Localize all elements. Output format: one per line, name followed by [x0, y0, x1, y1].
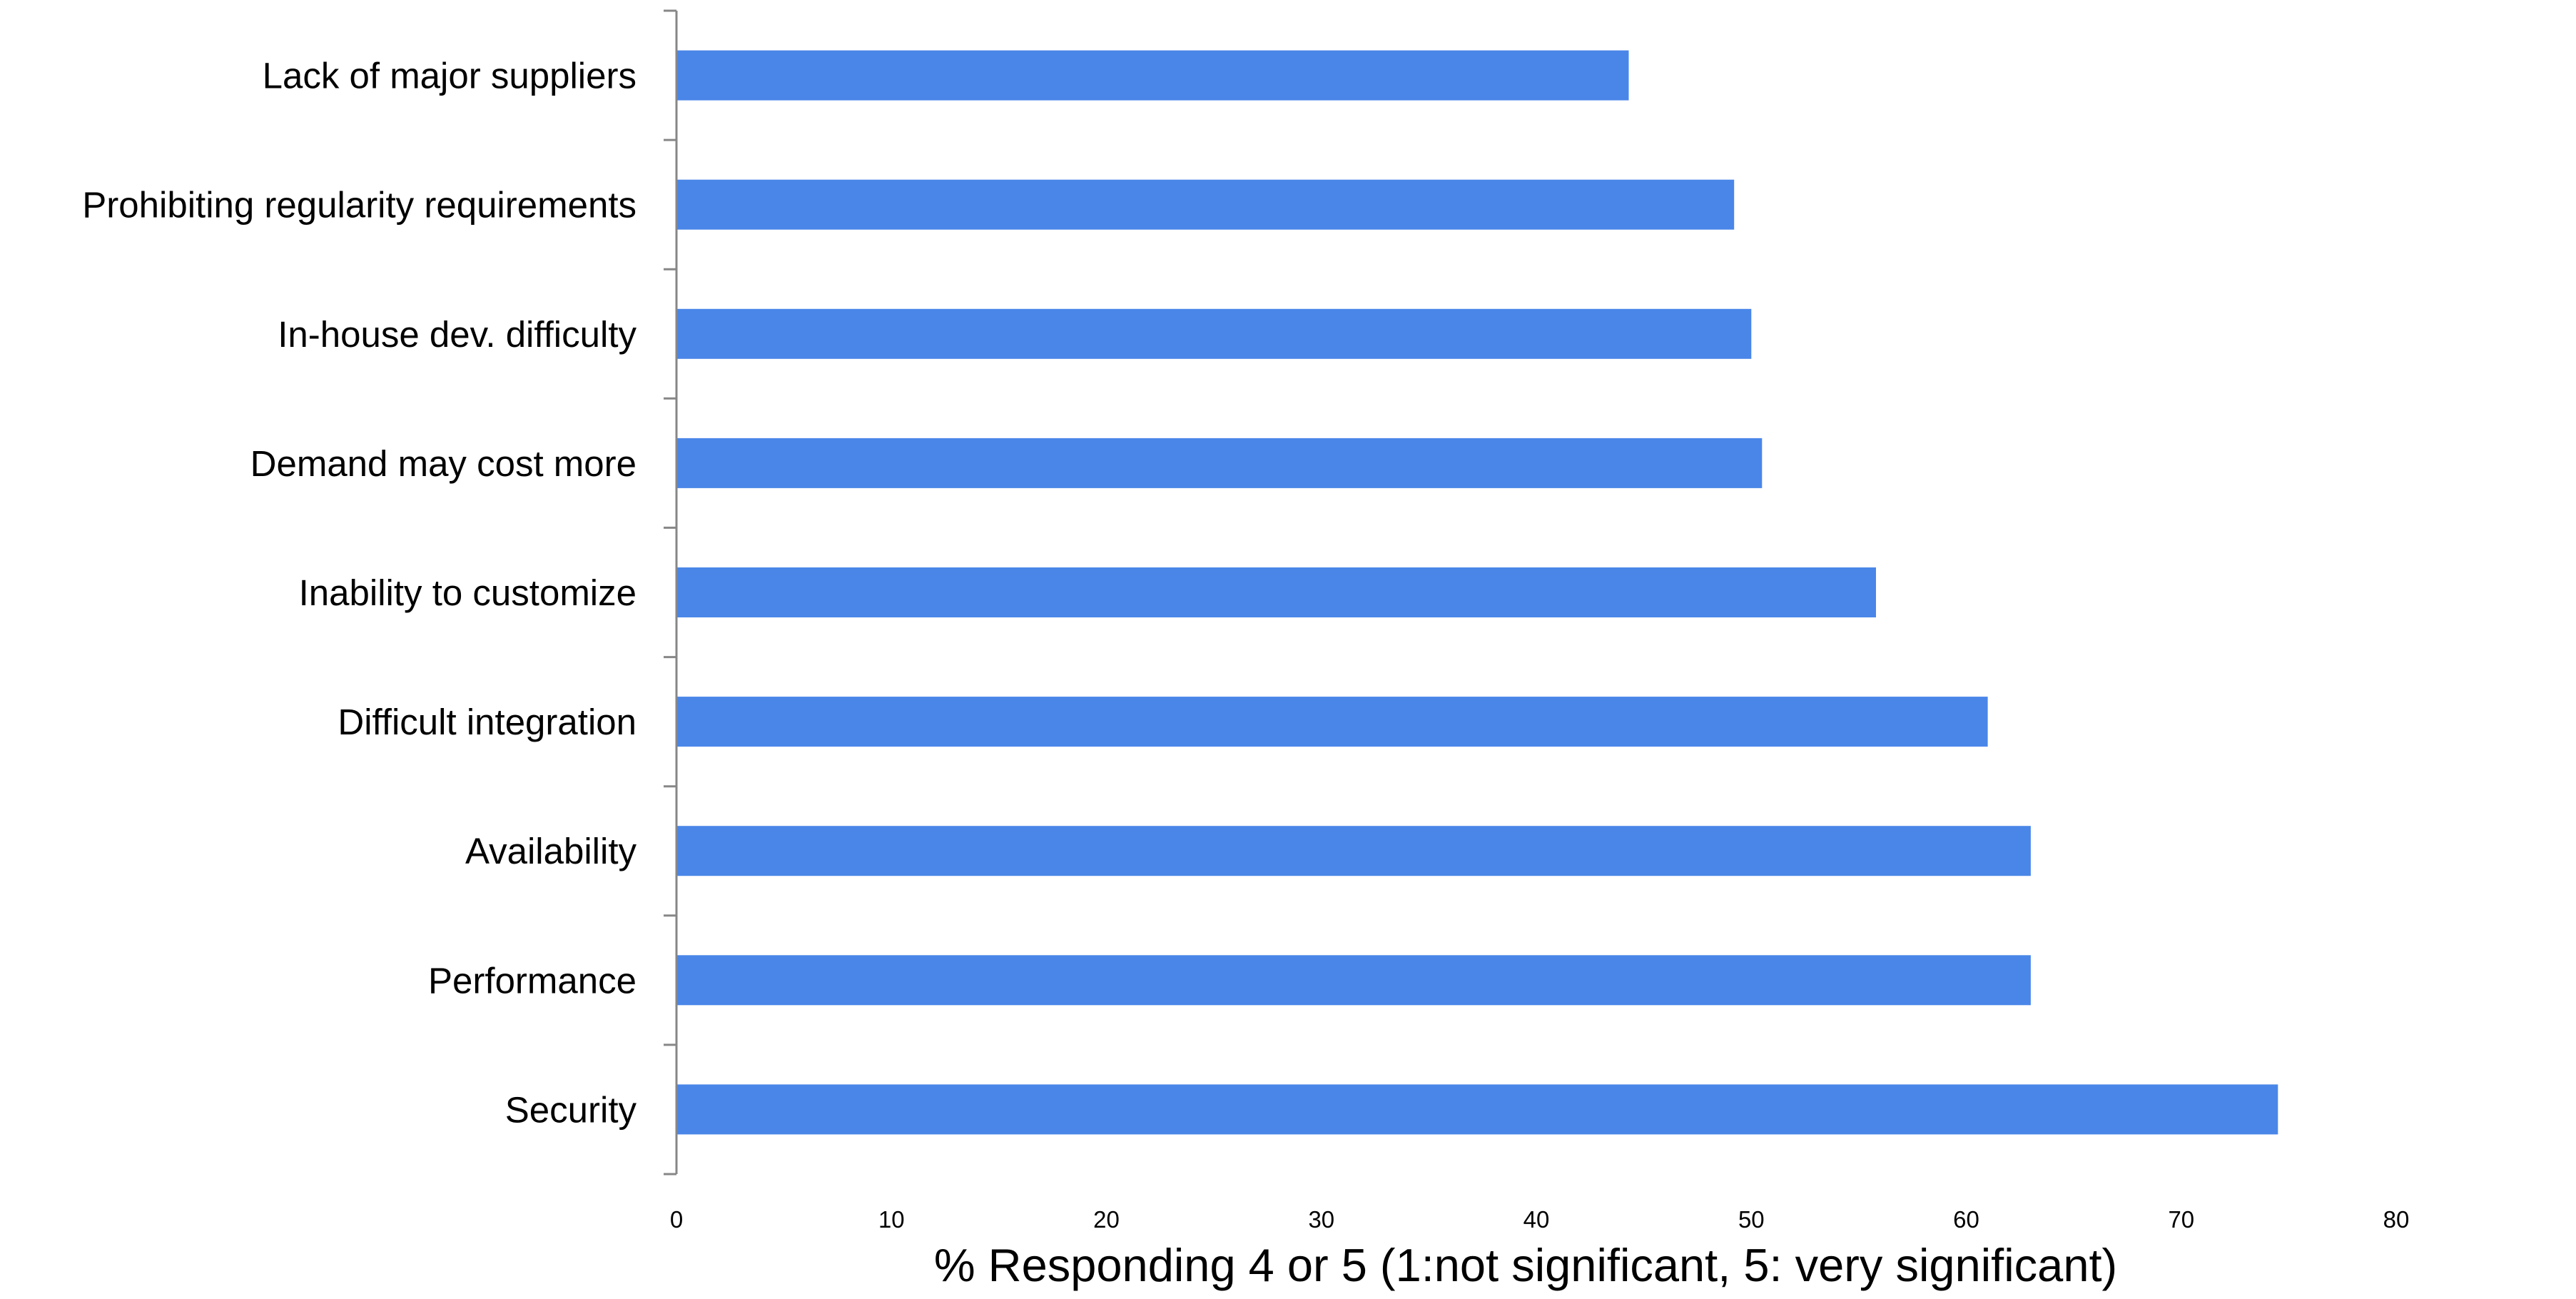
category-label-prohibiting-regularity-requirements: Prohibiting regularity requirements [82, 185, 637, 226]
x-tick-label-50: 50 [1738, 1206, 1765, 1233]
category-label-difficult-integration: Difficult integration [338, 702, 637, 742]
category-label-inability-to-customize: Inability to customize [299, 572, 637, 613]
bar-demand-may-cost-more [676, 438, 1763, 488]
axis-layer [664, 9, 678, 1176]
bars-layer [676, 50, 2278, 1135]
category-label-lack-of-major-suppliers: Lack of major suppliers [263, 56, 637, 96]
bar-inability-to-customize [676, 567, 1876, 617]
x-tick-label-40: 40 [1523, 1206, 1550, 1233]
bar-security [676, 1084, 2278, 1135]
category-label-availability: Availability [465, 831, 637, 871]
bar-lack-of-major-suppliers [676, 50, 1629, 101]
x-tick-label-0: 0 [670, 1206, 683, 1233]
labels-layer: Security Performance Availability Difficult… [82, 56, 2409, 1233]
x-tick-label-60: 60 [1953, 1206, 1979, 1233]
x-tick-label-10: 10 [878, 1206, 905, 1233]
x-tick-label-80: 80 [2383, 1206, 2410, 1233]
bar-difficult-integration [676, 697, 1988, 747]
x-tick-label-20: 20 [1093, 1206, 1120, 1233]
bar-in-house-dev-difficulty [676, 308, 1752, 359]
bar-performance [676, 955, 2031, 1006]
category-label-security: Security [505, 1089, 637, 1130]
x-tick-label-70: 70 [2168, 1206, 2194, 1233]
bar-prohibiting-regularity-requirements [676, 179, 1735, 230]
category-label-in-house-dev-difficulty: In-house dev. difficulty [278, 314, 637, 355]
bar-availability [676, 826, 2031, 876]
x-tick-label-30: 30 [1308, 1206, 1334, 1233]
category-label-demand-may-cost-more: Demand may cost more [250, 443, 637, 484]
x-axis-title: % Responding 4 or 5 (1:not significant, … [934, 1239, 2117, 1291]
category-label-performance: Performance [428, 960, 637, 1001]
